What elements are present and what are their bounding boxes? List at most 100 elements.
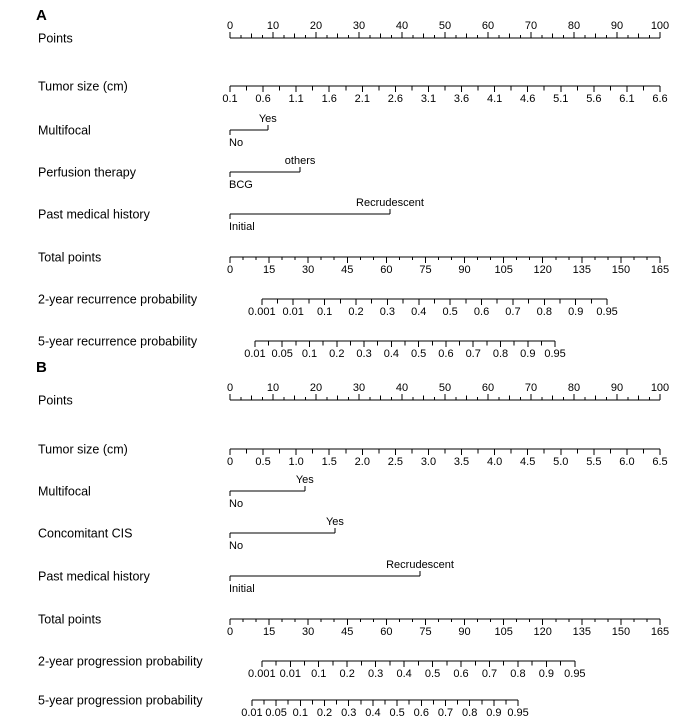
tick-label: 45 xyxy=(341,264,353,276)
row-label: Concomitant CIS xyxy=(38,527,132,541)
tick-label: 60 xyxy=(482,20,494,32)
tick-label: 40 xyxy=(396,382,408,394)
tick-label: 45 xyxy=(341,626,353,638)
tick-label: 100 xyxy=(651,382,669,394)
row-label: Points xyxy=(38,32,73,46)
tick-label: 0.001 xyxy=(248,668,276,680)
tick-label: 0.2 xyxy=(348,306,363,318)
tick-label: 1.0 xyxy=(289,456,304,468)
tick-label: 3.0 xyxy=(421,456,436,468)
tick-label: 0.9 xyxy=(486,707,501,719)
category-label-low: No xyxy=(229,137,243,149)
tick-label: 0 xyxy=(227,456,233,468)
tick-label: 10 xyxy=(267,382,279,394)
tick-label: 0.8 xyxy=(462,707,477,719)
axis-row: Concomitant CIS No Yes xyxy=(38,516,344,552)
axis-row: 2-year recurrence probability 0.001 0.01 0.… xyxy=(38,293,618,319)
tick-label: 0.95 xyxy=(596,306,617,318)
tick-label: 0.3 xyxy=(356,348,371,360)
tick-label: 0.5 xyxy=(255,456,270,468)
tick-label: 0.05 xyxy=(265,707,286,719)
category-label-low: No xyxy=(229,498,243,510)
row-label: Perfusion therapy xyxy=(38,166,137,180)
tick-label: 100 xyxy=(651,20,669,32)
category-label-high: Recrudescent xyxy=(356,197,424,209)
tick-label: 150 xyxy=(612,264,630,276)
tick-label: 0.2 xyxy=(340,668,355,680)
tick-label: 2.0 xyxy=(355,456,370,468)
tick-label: 0.7 xyxy=(466,348,481,360)
row-label: Total points xyxy=(38,613,101,627)
tick-label: 0.4 xyxy=(411,306,426,318)
tick-label: 3.6 xyxy=(454,93,469,105)
tick-label: 0.7 xyxy=(505,306,520,318)
tick-label: 0.05 xyxy=(272,348,293,360)
tick-label: 0.2 xyxy=(329,348,344,360)
tick-label: 120 xyxy=(534,264,552,276)
tick-label: 4.5 xyxy=(520,456,535,468)
tick-label: 75 xyxy=(419,626,431,638)
tick-label: 0.9 xyxy=(568,306,583,318)
row-label: Multifocal xyxy=(38,124,91,138)
tick-label: 165 xyxy=(651,264,669,276)
tick-label: 0.1 xyxy=(317,306,332,318)
tick-label: 0.1 xyxy=(222,93,237,105)
tick-label: 0.4 xyxy=(384,348,399,360)
tick-label: 0.6 xyxy=(255,93,270,105)
tick-label: 0.8 xyxy=(537,306,552,318)
tick-label: 0.6 xyxy=(474,306,489,318)
axis-row: Past medical history Initial Recrudescent xyxy=(38,197,424,233)
row-label: 5-year progression probability xyxy=(38,694,203,708)
category-label-low: Initial xyxy=(229,221,255,233)
row-label: 2-year recurrence probability xyxy=(38,293,198,307)
tick-label: 105 xyxy=(494,264,512,276)
tick-label: 0.95 xyxy=(507,707,528,719)
tick-label: 3.1 xyxy=(421,93,436,105)
axis-row: Multifocal No Yes xyxy=(38,474,314,510)
tick-label: 0.01 xyxy=(241,707,262,719)
tick-label: 0.2 xyxy=(317,707,332,719)
tick-label: 60 xyxy=(380,626,392,638)
tick-label: 120 xyxy=(534,626,552,638)
row-label: Multifocal xyxy=(38,485,91,499)
tick-label: 0.8 xyxy=(493,348,508,360)
tick-label: 0.5 xyxy=(389,707,404,719)
row-label: Past medical history xyxy=(38,570,151,584)
tick-label: 0.01 xyxy=(244,348,265,360)
tick-label: 6.5 xyxy=(652,456,667,468)
tick-label: 0 xyxy=(227,264,233,276)
tick-label: 0.5 xyxy=(425,668,440,680)
axis-row: Points 0 10 20 30 40 50 60 70 80 90 100 xyxy=(38,20,669,46)
tick-label: 5.1 xyxy=(553,93,568,105)
tick-label: 0.1 xyxy=(293,707,308,719)
axis-row: Points 0 10 20 30 40 50 60 70 80 90 100 xyxy=(38,382,669,408)
category-label-high: Yes xyxy=(259,113,277,125)
tick-label: 5.0 xyxy=(553,456,568,468)
row-label: Total points xyxy=(38,251,101,265)
tick-label: 80 xyxy=(568,20,580,32)
tick-label: 0.4 xyxy=(365,707,380,719)
tick-label: 90 xyxy=(458,264,470,276)
tick-label: 6.0 xyxy=(619,456,634,468)
tick-label: 30 xyxy=(353,20,365,32)
tick-label: 30 xyxy=(302,264,314,276)
tick-label: 3.5 xyxy=(454,456,469,468)
tick-label: 2.1 xyxy=(355,93,370,105)
row-label: 2-year progression probability xyxy=(38,655,203,669)
tick-label: 165 xyxy=(651,626,669,638)
tick-label: 0.3 xyxy=(368,668,383,680)
axis-row: Tumor size (cm) 0.1 0.6 1.1 1.6 2.1 2.6 3.1 3.6 4… xyxy=(38,80,668,106)
tick-label: 0.6 xyxy=(453,668,468,680)
tick-label: 5.5 xyxy=(586,456,601,468)
tick-label: 0.5 xyxy=(411,348,426,360)
tick-label: 0.95 xyxy=(564,668,585,680)
axis-row: Perfusion therapy BCG others xyxy=(38,155,316,191)
tick-label: 1.1 xyxy=(289,93,304,105)
tick-label: 135 xyxy=(573,626,591,638)
tick-label: 0.001 xyxy=(248,306,276,318)
tick-label: 15 xyxy=(263,626,275,638)
tick-label: 6.6 xyxy=(652,93,667,105)
axis-row: Multifocal No Yes xyxy=(38,113,277,149)
